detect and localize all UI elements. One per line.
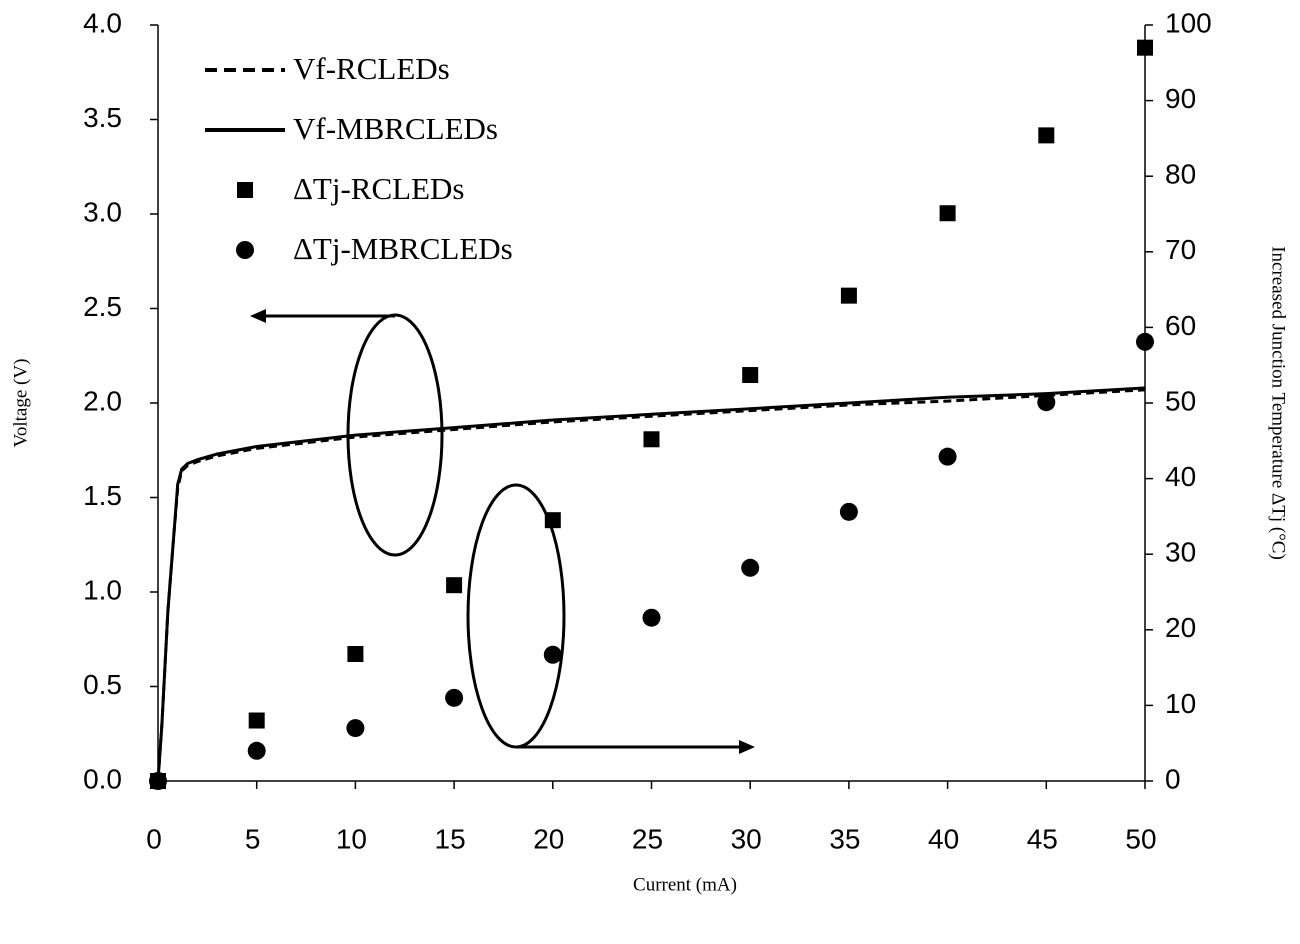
circle-marker xyxy=(346,719,364,737)
square-marker xyxy=(249,713,265,729)
y2-axis-title: Increased Junction Temperature ΔTj (°C) xyxy=(1268,246,1289,560)
series-line xyxy=(158,390,1145,781)
y-axis-title: Voltage (V) xyxy=(10,359,31,448)
square-marker xyxy=(1137,40,1153,56)
y-tick-label: 1.5 xyxy=(83,480,122,511)
y2-tick-label: 0 xyxy=(1165,763,1181,794)
square-marker xyxy=(841,288,857,304)
y2-tick-label: 50 xyxy=(1165,385,1196,416)
circle-marker xyxy=(643,609,661,627)
square-marker xyxy=(347,646,363,662)
y-tick-label: 3.5 xyxy=(83,102,122,133)
x-tick-label: 10 xyxy=(336,823,367,854)
y2-tick-label: 20 xyxy=(1165,612,1196,643)
y2-tick-label: 30 xyxy=(1165,537,1196,568)
x-tick-label: 25 xyxy=(632,823,663,854)
square-marker xyxy=(446,577,462,593)
y2-tick-label: 10 xyxy=(1165,688,1196,719)
y2-tick-label: 100 xyxy=(1165,7,1212,38)
square-marker xyxy=(545,512,561,528)
y-tick-label: 0.5 xyxy=(83,669,122,700)
square-marker xyxy=(742,367,758,383)
y-tick-label: 4.0 xyxy=(83,7,122,38)
legend-label: Vf-RCLEDs xyxy=(293,51,450,86)
circle-marker xyxy=(939,448,957,466)
legend-label: ΔTj-RCLEDs xyxy=(293,171,464,206)
legend-label: ΔTj-MBRCLEDs xyxy=(293,231,513,266)
chart: Voltage (V) Increased Junction Temperatu… xyxy=(0,0,1300,944)
circle-marker xyxy=(1136,333,1154,351)
circle-marker xyxy=(149,772,167,790)
y-tick-label: 0.0 xyxy=(83,763,122,794)
square-marker xyxy=(940,205,956,221)
circle-marker xyxy=(248,742,266,760)
x-tick-label: 45 xyxy=(1027,823,1058,854)
y-tick-label: 2.0 xyxy=(83,385,122,416)
circle-marker xyxy=(1037,393,1055,411)
circle-marker xyxy=(544,646,562,664)
x-tick-label: 40 xyxy=(928,823,959,854)
y2-tick-label: 70 xyxy=(1165,234,1196,265)
y2-tick-label: 60 xyxy=(1165,310,1196,341)
x-tick-label: 50 xyxy=(1125,823,1156,854)
legend-swatch xyxy=(237,182,253,198)
y2-tick-label: 80 xyxy=(1165,159,1196,190)
circle-marker xyxy=(840,503,858,521)
arrow-head xyxy=(739,740,755,754)
x-tick-label: 5 xyxy=(245,823,261,854)
y2-tick-label: 90 xyxy=(1165,83,1196,114)
y-tick-label: 3.0 xyxy=(83,196,122,227)
y-tick-label: 2.5 xyxy=(83,291,122,322)
x-tick-label: 15 xyxy=(435,823,466,854)
x-axis-title: Current (mA) xyxy=(633,874,737,895)
square-marker xyxy=(1038,127,1054,143)
arrow-head xyxy=(250,309,266,323)
x-tick-label: 30 xyxy=(731,823,762,854)
circle-marker xyxy=(445,689,463,707)
annotations xyxy=(250,309,755,754)
circle-marker xyxy=(741,559,759,577)
y2-tick-label: 40 xyxy=(1165,461,1196,492)
legend-swatch xyxy=(236,241,254,259)
square-marker xyxy=(644,431,660,447)
y-tick-label: 1.0 xyxy=(83,574,122,605)
legend-label: Vf-MBRCLEDs xyxy=(293,111,498,146)
x-tick-label: 0 xyxy=(146,823,162,854)
x-tick-label: 35 xyxy=(829,823,860,854)
x-tick-label: 20 xyxy=(533,823,564,854)
